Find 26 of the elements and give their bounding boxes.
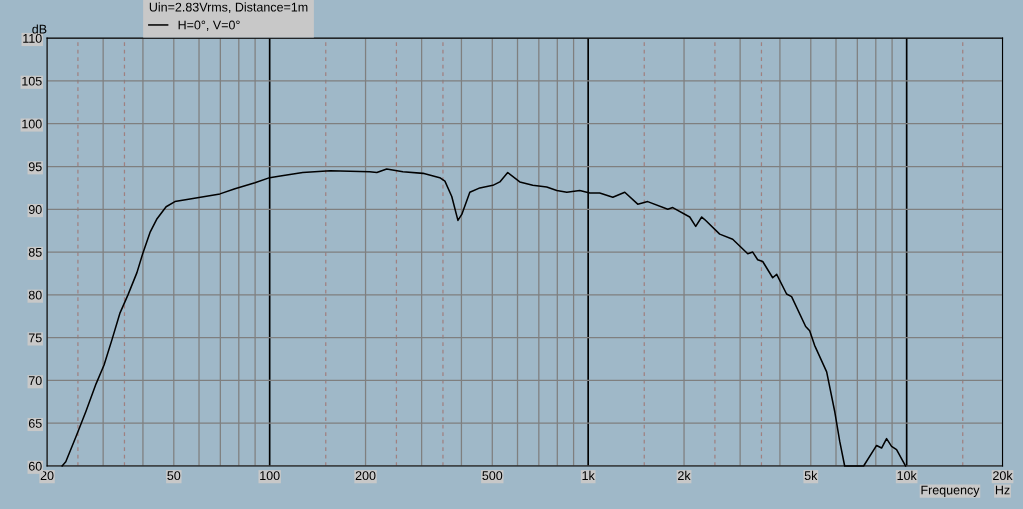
x-tick-label: 5k: [804, 470, 818, 481]
y-tick-label: 75: [28, 333, 42, 343]
y-tick-label: 110: [23, 33, 42, 43]
x-tick-label: 10k: [897, 470, 917, 481]
y-tick-label: 80: [28, 290, 42, 300]
y-tick-label: 65: [28, 419, 42, 428]
y-tick-label: 95: [28, 162, 42, 172]
y-tick-label: 70: [28, 376, 42, 386]
x-tick-label: 500: [482, 471, 503, 481]
y-tick-label: 90: [28, 205, 42, 214]
text: Hz: [995, 485, 1010, 495]
x-tick-label: 1k: [582, 470, 595, 480]
x-axis-title: Frequency: [921, 485, 980, 497]
x-tick-label: 20: [40, 471, 54, 481]
legend-title: Uin=2.83Vrms, Distance=1m: [149, 2, 308, 14]
y-tick-label: 105: [22, 76, 42, 86]
y-tick-label: 85: [28, 247, 42, 257]
x-tick-label: 2k: [678, 470, 691, 480]
y-tick-label: 60: [28, 461, 42, 471]
legend-label: H=0°, V=0°: [178, 20, 240, 31]
x-tick-label: 50: [167, 471, 181, 481]
x-tick-label: 200: [355, 471, 376, 481]
x-tick-label: 100: [260, 471, 280, 481]
x-tick-label: 20k: [993, 470, 1013, 481]
y-axis-title: dB: [32, 24, 47, 34]
y-tick-label: 100: [22, 119, 42, 129]
